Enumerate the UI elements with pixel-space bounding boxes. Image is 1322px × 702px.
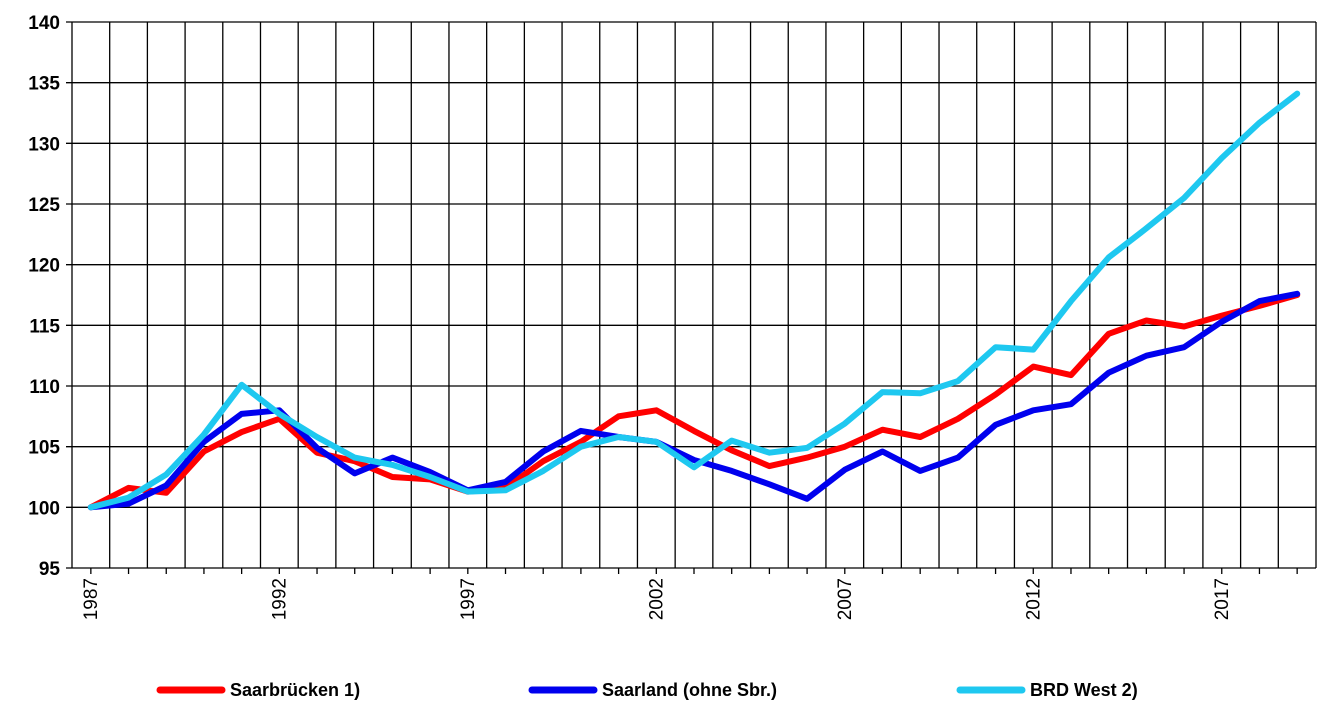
series-line-1 <box>87 292 1301 511</box>
series-lines <box>87 90 1301 511</box>
y-tick-label: 120 <box>28 256 60 277</box>
x-tick-label: 2012 <box>1023 578 1044 620</box>
legend: Saarbrücken 1) Saarland (ohne Sbr.) BRD We… <box>156 680 1138 700</box>
y-tick-label: 110 <box>29 377 60 398</box>
y-tick-label: 125 <box>28 195 60 216</box>
y-tick-label: 100 <box>28 498 60 519</box>
x-tick-label: 2002 <box>646 578 667 620</box>
y-tick-label: 105 <box>28 438 60 459</box>
y-tick-label: 130 <box>28 134 60 155</box>
x-tick-label: 1992 <box>269 578 290 620</box>
y-tick-label: 95 <box>39 559 61 580</box>
y-tick-label: 140 <box>28 13 60 34</box>
x-tick-label: 1987 <box>81 578 102 620</box>
legend-label-2: Saarland (ohne Sbr.) <box>602 680 777 700</box>
y-axis: 95 100 105 110 115 120 125 130 135 140 <box>28 13 60 580</box>
x-tick-label: 2007 <box>835 578 856 620</box>
x-axis: 1987 1992 1997 2002 2007 2012 2017 <box>81 568 1298 620</box>
legend-label-1: Saarbrücken 1) <box>230 680 360 700</box>
legend-label-3: BRD West 2) <box>1030 680 1138 700</box>
y-tick-label: 115 <box>29 316 60 337</box>
y-tick-label: 135 <box>28 74 60 95</box>
grid <box>66 21 1317 569</box>
x-tick-label: 2017 <box>1212 578 1233 620</box>
x-tick-label: 1997 <box>458 578 479 620</box>
series-line-3 <box>87 90 1301 511</box>
